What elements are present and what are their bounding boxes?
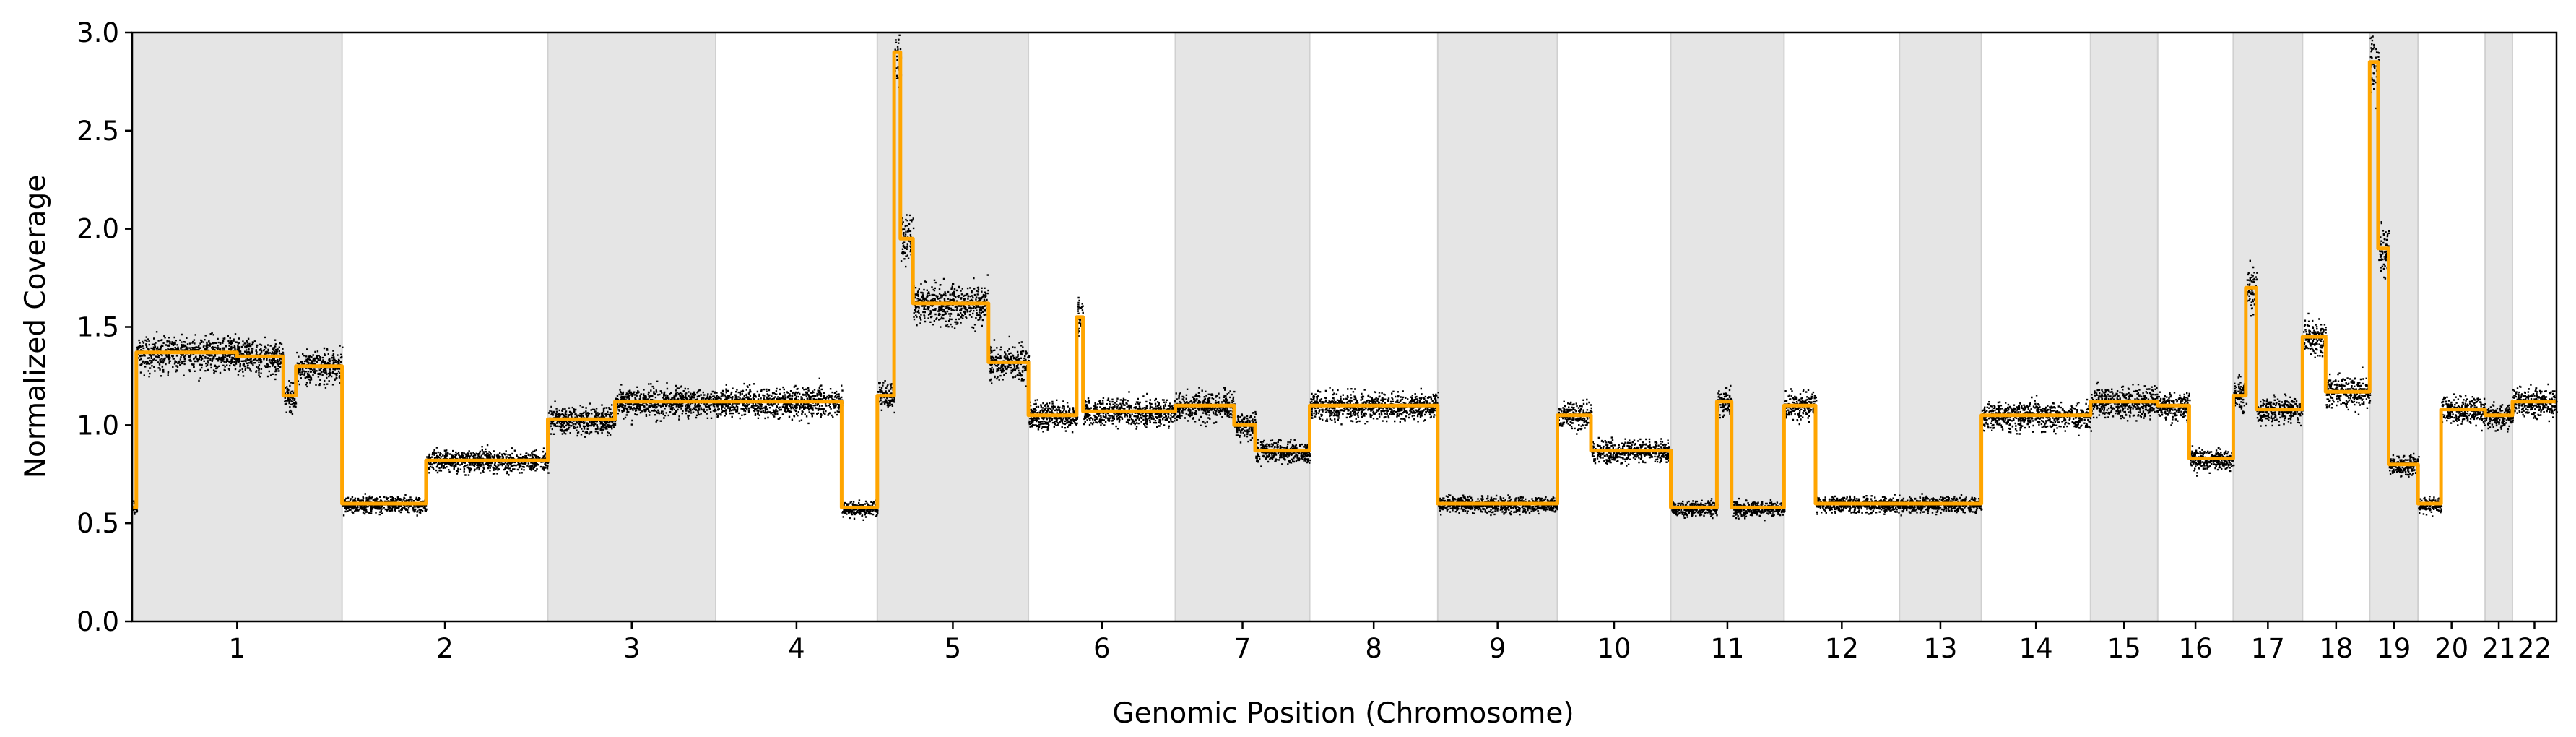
x-tick-label-chr2: 2 bbox=[436, 633, 454, 664]
x-tick-label-chr3: 3 bbox=[623, 633, 641, 664]
x-tick-label-chr16: 16 bbox=[2179, 633, 2213, 664]
segment-line bbox=[132, 50, 2557, 509]
chromosome-band-7 bbox=[1174, 32, 1311, 622]
chromosome-band-15 bbox=[2089, 32, 2159, 622]
x-tick-label-chr19: 19 bbox=[2377, 633, 2411, 664]
x-tick-label-chr5: 5 bbox=[945, 633, 962, 664]
axes: 0.00.51.01.52.02.53.01 2 3 4 5 6 7 8 9 10 11 12 13 14… bbox=[77, 17, 2558, 664]
y-tick-label: 2.0 bbox=[77, 214, 119, 245]
coverage-points-path bbox=[132, 34, 2558, 522]
x-tick-label-chr12: 12 bbox=[1825, 633, 1859, 664]
y-tick-label: 1.5 bbox=[77, 312, 119, 343]
x-tick-label-chr6: 6 bbox=[1093, 633, 1111, 664]
x-tick-label-chr7: 7 bbox=[1234, 633, 1252, 664]
x-tick-label-chr20: 20 bbox=[2434, 633, 2468, 664]
chromosome-band-1 bbox=[131, 32, 343, 622]
chromosome-band-13 bbox=[1899, 32, 1982, 622]
x-tick-label-chr15: 15 bbox=[2107, 633, 2141, 664]
x-tick-label-chr1: 1 bbox=[229, 633, 246, 664]
y-tick-label: 0.0 bbox=[77, 606, 119, 637]
x-axis-label: Genomic Position (Chromosome) bbox=[1112, 697, 1574, 730]
y-tick-label: 3.0 bbox=[77, 17, 119, 48]
x-tick-label-chr10: 10 bbox=[1597, 633, 1631, 664]
segment-step-line bbox=[132, 50, 2557, 509]
chromosome-band-21 bbox=[2484, 32, 2513, 622]
x-tick-label-chr22: 22 bbox=[2518, 633, 2551, 664]
x-tick-label-chr4: 4 bbox=[788, 633, 805, 664]
coverage-points bbox=[132, 34, 2558, 522]
chromosome-band-11 bbox=[1670, 32, 1785, 622]
y-axis-label: Normalized Coverage bbox=[19, 175, 52, 478]
plot-frame bbox=[131, 31, 2558, 623]
y-tick-label: 2.5 bbox=[77, 116, 119, 147]
x-tick-label-chr8: 8 bbox=[1365, 633, 1382, 664]
y-tick-label: 0.5 bbox=[77, 508, 119, 539]
x-tick-label-chr11: 11 bbox=[1710, 633, 1744, 664]
chromosome-band-17 bbox=[2232, 32, 2304, 622]
chromosome-bands bbox=[131, 32, 2513, 622]
x-tick-label-chr21: 21 bbox=[2482, 633, 2516, 664]
y-tick-label: 1.0 bbox=[77, 410, 119, 441]
chromosome-band-3 bbox=[547, 32, 717, 622]
x-tick-label-chr9: 9 bbox=[1489, 633, 1506, 664]
x-tick-label-chr13: 13 bbox=[1923, 633, 1957, 664]
chromosome-band-9 bbox=[1436, 32, 1558, 622]
x-tick-label-chr14: 14 bbox=[2019, 633, 2053, 664]
x-tick-label-chr17: 17 bbox=[2251, 633, 2285, 664]
x-tick-label-chr18: 18 bbox=[2319, 633, 2353, 664]
